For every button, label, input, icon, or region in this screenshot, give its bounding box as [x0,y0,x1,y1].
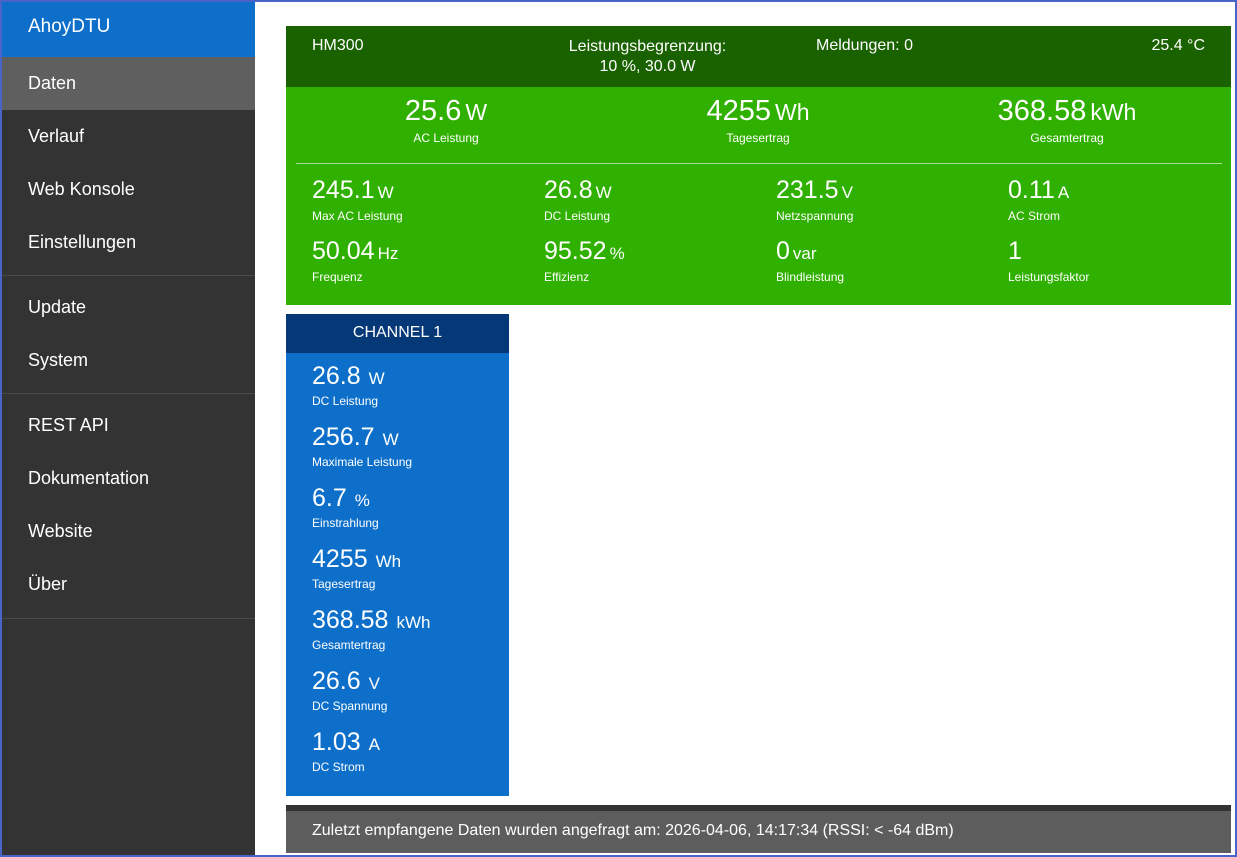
value-efficiency: 95.52% Effizienz [544,237,764,284]
value-unit: W [595,183,612,202]
channel-card: CHANNEL 1 26.8 W DC Leistung 256.7 W Maxim… [286,314,509,796]
channel-value-dc-voltage: 26.6 V DC Spannung [286,658,509,719]
value-ac-current: 0.11 A AC Strom [1008,176,1228,223]
value-number: 368.58 [312,606,389,634]
value-unit: A [368,735,381,754]
value-label: DC Spannung [312,699,388,713]
value-label: Leistungsfaktor [1008,270,1090,284]
value-number: 25.6 [404,95,462,127]
value-unit: V [368,674,381,693]
value-unit: kWh [396,613,431,632]
value-unit: Wh [775,99,810,125]
inverter-header: HM300 Leistungsbegrenzung: 10 %, 30.0 W … [286,26,1231,87]
sidebar-item-website[interactable]: Website [28,521,93,541]
value-daily-yield: 4255 Wh Tagesertrag [608,95,908,145]
sidebar-divider [2,275,255,276]
value-number: 26.6 [312,667,361,695]
value-number: 95.52 [544,237,607,265]
value-label: Netzspannung [776,209,854,223]
sidebar-item-web-konsole[interactable]: Web Konsole [28,179,135,199]
inverter-values: 25.6 W AC Leistung 4255 Wh Tagesertrag 368… [286,87,1231,305]
value-total-yield: 368.58 kWh Gesamtertrag [917,95,1217,145]
channel-value-daily-yield: 4255 Wh Tagesertrag [286,536,509,597]
sidebar-item-daten[interactable]: Daten [2,57,255,110]
value-unit: % [609,244,625,263]
value-unit: A [1057,183,1070,202]
sidebar-divider [2,393,255,394]
inverter-name: HM300 [312,37,364,54]
value-unit: W [465,99,488,125]
value-number: 6.7 [312,484,347,512]
value-dc-power: 26.8 W DC Leistung [544,176,764,223]
value-label: Frequenz [312,270,363,284]
value-number: 0.11 [1008,176,1055,204]
value-unit: W [368,369,385,388]
value-number: 4255 [312,545,368,573]
value-unit: var [792,244,817,263]
power-limit: Leistungsbegrenzung: 10 %, 30.0 W [560,37,735,77]
value-label: Tagesertrag [312,577,376,591]
value-number: 1 [1008,237,1022,265]
last-update-footer: Zuletzt empfangene Daten wurden angefrag… [286,805,1231,853]
channel-value-dc-current: 1.03 A DC Strom [286,719,509,780]
value-label: Effizienz [544,270,590,284]
value-number: 0 [776,237,790,265]
value-label: Blindleistung [776,270,845,284]
sidebar-item-update[interactable]: Update [28,297,87,317]
value-label: AC Leistung [413,131,479,145]
value-label: DC Strom [312,760,365,774]
sidebar-item-dokumentation[interactable]: Dokumentation [28,468,150,488]
power-limit-label: Leistungsbegrenzung: [568,38,727,55]
value-max-ac-power: 245.1 W Max AC Leistung [312,176,532,223]
value-unit: Hz [377,244,399,263]
value-label: Tagesertrag [726,131,790,145]
value-number: 26.8 [312,362,361,390]
value-number: 50.04 [312,237,375,265]
value-label: DC Leistung [312,394,379,408]
value-number: 1.03 [312,728,361,756]
value-unit: W [382,430,399,449]
sidebar: AhoyDTU Daten Verlauf Web Konsole Einste… [2,2,255,855]
value-power-factor: 1 Leistungsfaktor [1008,237,1228,284]
value-label: Einstrahlung [312,516,379,530]
sidebar-divider [2,618,255,619]
messages-count[interactable]: Meldungen: 0 [816,37,913,54]
value-number: 368.58 [997,95,1087,127]
value-unit: W [377,183,394,202]
value-label: Gesamtertrag [312,638,386,652]
channel-value-total-yield: 368.58 kWh Gesamtertrag [286,597,509,658]
value-unit: V [841,183,853,202]
value-reactive-power: 0 var Blindleistung [776,237,996,284]
channel-value-irradiation: 6.7% Einstrahlung [286,475,509,536]
sidebar-item-ueber[interactable]: Über [28,574,68,594]
value-frequency: 50.04 Hz Frequenz [312,237,532,284]
value-label: DC Leistung [544,209,611,223]
value-grid-voltage: 231.5 V Netzspannung [776,176,996,223]
sidebar-item-verlauf[interactable]: Verlauf [28,126,85,146]
channel-value-max-power: 256.7 W Maximale Leistung [286,414,509,475]
value-ac-power: 25.6 W AC Leistung [296,95,596,145]
sidebar-item-einstellungen[interactable]: Einstellungen [28,232,137,252]
main-content: HM300 Leistungsbegrenzung: 10 %, 30.0 W … [255,2,1235,855]
value-number: 256.7 [312,423,375,451]
value-number: 26.8 [544,176,593,204]
value-unit: kWh [1090,99,1137,125]
value-unit: % [354,491,370,510]
brand-link[interactable]: AhoyDTU [2,2,255,57]
value-label: AC Strom [1008,209,1061,223]
value-number: 245.1 [312,176,375,204]
value-label: Gesamtertrag [1030,131,1104,145]
value-number: 231.5 [776,176,839,204]
value-label: Max AC Leistung [312,209,403,223]
value-label: Maximale Leistung [312,455,413,469]
value-unit: Wh [375,552,402,571]
channel-title: CHANNEL 1 [286,314,509,353]
power-limit-value: 10 %, 30.0 W [599,58,696,75]
divider [296,163,1222,164]
sidebar-item-rest-api[interactable]: REST API [28,415,109,435]
sidebar-item-system[interactable]: System [28,350,89,370]
value-number: 4255 [706,95,771,127]
inverter-temperature: 25.4 °C [1151,37,1205,54]
channel-value-dc-power: 26.8 W DC Leistung [286,353,509,414]
